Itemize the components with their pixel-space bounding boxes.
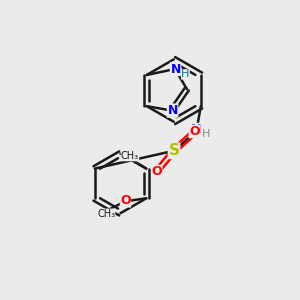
Text: S: S (169, 143, 180, 158)
Text: N: N (191, 123, 202, 136)
Text: N: N (170, 62, 181, 76)
Text: H: H (202, 129, 210, 139)
Text: CH₃: CH₃ (121, 151, 139, 161)
Text: N: N (167, 104, 178, 117)
Text: CH₃: CH₃ (97, 209, 115, 219)
Text: O: O (120, 194, 131, 207)
Text: H: H (181, 69, 190, 80)
Text: O: O (152, 165, 162, 178)
Text: O: O (189, 125, 200, 138)
